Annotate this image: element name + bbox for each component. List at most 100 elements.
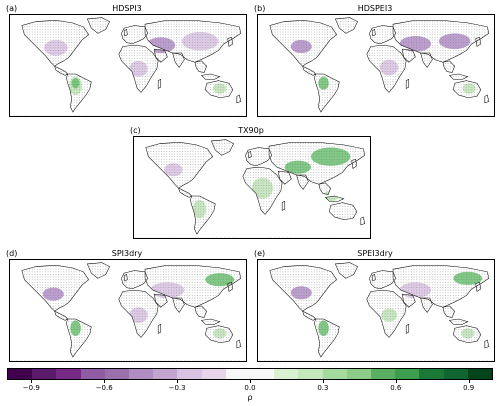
coastline [123, 274, 128, 282]
coastline [66, 318, 92, 358]
coastline [245, 147, 272, 167]
map-frame [133, 136, 371, 239]
map-frame [257, 259, 495, 362]
coastline [144, 19, 242, 63]
coastline [178, 187, 193, 198]
colorbar-bin [371, 369, 396, 379]
colorbar-tick-label: 0.0 [244, 384, 256, 392]
coastline [448, 318, 469, 325]
colorbar-tick-label: 0.3 [317, 384, 329, 392]
significance-stipple [134, 139, 370, 238]
coastline [420, 297, 433, 313]
coastline [54, 310, 69, 321]
colorbar-tick [31, 380, 33, 383]
coastline [401, 293, 416, 308]
panel-tag: (c) [130, 126, 141, 135]
correlation-field [10, 262, 246, 361]
coastline [484, 94, 490, 104]
colorbar-bin [346, 369, 372, 379]
coastline [296, 174, 309, 190]
colorbar-bin [443, 369, 468, 379]
colorbar-label: ρ [247, 393, 253, 402]
coastline [314, 318, 340, 358]
colorbar-bin [177, 369, 202, 379]
coastline [453, 325, 482, 343]
world-map [10, 17, 246, 116]
world-map [134, 139, 370, 238]
coastline [21, 19, 90, 67]
panel-tag: (e) [254, 249, 266, 258]
coastline [302, 65, 317, 76]
coastline [205, 80, 234, 98]
panel-title: TX90p [238, 126, 264, 135]
colorbar-bin [56, 369, 81, 379]
coastline [54, 65, 69, 76]
significance-stipple [258, 262, 494, 361]
significance-stipple [258, 17, 494, 116]
colorbar-bins [7, 368, 493, 380]
coastline [205, 325, 234, 343]
colorbar-tick-label: 0.6 [390, 384, 402, 392]
panel-title: SPI3dry [111, 249, 143, 258]
significance-stipple [10, 17, 246, 116]
coastline [153, 48, 168, 63]
coastline [172, 297, 185, 313]
map-frame [9, 14, 247, 117]
coastline [236, 339, 242, 349]
coastline [200, 73, 221, 80]
coastline [210, 139, 234, 156]
coastline [334, 262, 358, 279]
coastline [318, 182, 331, 196]
colorbar-tick-label: −0.6 [95, 384, 113, 392]
colorbar-bin [225, 369, 251, 379]
coastline [157, 323, 162, 334]
coastline [194, 60, 207, 74]
correlation-field [258, 17, 494, 116]
panel-tag: (a) [6, 4, 18, 13]
coastline [369, 25, 396, 45]
colorbar-bin [153, 369, 178, 379]
coastline [268, 141, 366, 185]
colorbar-bin [467, 369, 493, 379]
colorbar-bin [201, 369, 226, 379]
colorbar-bin [419, 369, 444, 379]
coastline [475, 36, 482, 47]
colorbar-tick [468, 380, 470, 383]
coastline [121, 25, 148, 45]
coastline [190, 195, 216, 235]
coastline [329, 202, 358, 220]
coastline [405, 78, 410, 89]
colorbar-bin [104, 369, 130, 379]
colorbar-bin [322, 369, 347, 379]
world-map [258, 262, 494, 361]
colorbar-bin [8, 369, 33, 379]
colorbar-tick [177, 380, 179, 383]
coastline [157, 78, 162, 89]
map-frame [9, 259, 247, 362]
coastline [360, 216, 366, 226]
coastline [121, 270, 148, 290]
coastline [366, 44, 407, 93]
coastline [66, 73, 92, 113]
coastline [118, 289, 159, 338]
coastline [269, 19, 338, 67]
coastline [86, 262, 110, 279]
coastline [366, 289, 407, 338]
world-map [258, 17, 494, 116]
coastline [123, 29, 128, 37]
colorbar-bin [129, 369, 154, 379]
coastline [281, 200, 286, 211]
coastline [351, 158, 358, 169]
coastline [324, 195, 345, 202]
coastline [118, 44, 159, 93]
coastline [200, 318, 221, 325]
colorbar-tick [104, 380, 106, 383]
colorbar-tick-label: −0.9 [22, 384, 40, 392]
colorbar-bin [80, 369, 105, 379]
coastline [144, 264, 242, 308]
coastline [153, 293, 168, 308]
correlation-field [10, 17, 246, 116]
coastline [21, 264, 90, 312]
colorbar-tick [322, 380, 324, 383]
correlation-field [258, 262, 494, 361]
